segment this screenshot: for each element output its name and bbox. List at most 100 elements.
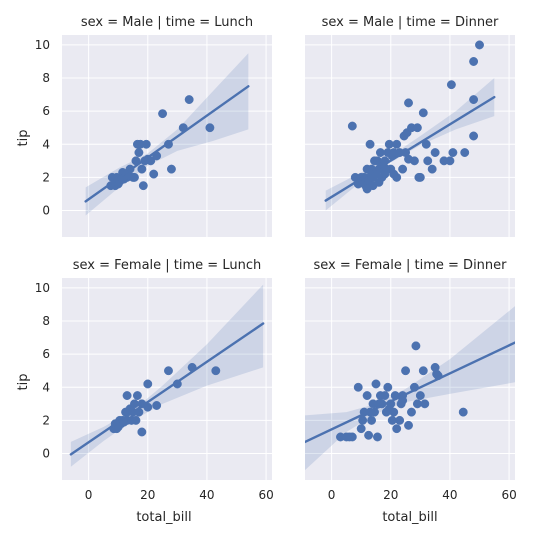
panel-content bbox=[305, 306, 515, 471]
data-point bbox=[418, 366, 428, 376]
y-tick-label: 6 bbox=[42, 347, 50, 361]
panel-title: sex = Female | time = Lunch bbox=[73, 258, 261, 273]
data-point bbox=[418, 108, 428, 118]
data-point bbox=[469, 95, 479, 105]
data-point bbox=[362, 391, 372, 401]
data-point bbox=[137, 427, 147, 437]
plot-area bbox=[62, 278, 272, 480]
data-point bbox=[423, 156, 433, 166]
data-point bbox=[373, 432, 382, 442]
data-point bbox=[149, 169, 159, 179]
data-point bbox=[138, 181, 148, 191]
data-point bbox=[460, 148, 470, 158]
x-tick-label: 60 bbox=[258, 488, 273, 502]
y-tick-label: 0 bbox=[42, 447, 50, 461]
data-point bbox=[152, 401, 162, 410]
regression-line bbox=[305, 341, 515, 444]
panel-title: sex = Male | time = Dinner bbox=[322, 15, 499, 30]
x-tick-label: 60 bbox=[501, 488, 516, 502]
data-point bbox=[134, 148, 144, 158]
data-point bbox=[130, 399, 139, 409]
data-point bbox=[412, 399, 422, 409]
y-axis-label: tip bbox=[16, 130, 31, 147]
data-point bbox=[371, 379, 381, 389]
panel-content bbox=[69, 284, 265, 467]
data-point bbox=[389, 169, 399, 179]
data-point bbox=[409, 156, 419, 166]
facet-panel: sex = Female | time = Lunch 0 2 4 6 8 10 0 20 40 6… bbox=[35, 258, 274, 502]
data-point bbox=[347, 432, 357, 442]
y-tick-label: 10 bbox=[35, 281, 50, 295]
x-tick-label: 0 bbox=[328, 488, 336, 502]
x-tick-label: 20 bbox=[383, 488, 398, 502]
panel-content bbox=[84, 53, 250, 216]
x-axis-label: total_bill bbox=[136, 510, 191, 525]
y-tick-label: 2 bbox=[42, 413, 50, 427]
y-tick-label: 8 bbox=[42, 314, 50, 328]
data-point bbox=[420, 399, 430, 409]
data-point bbox=[404, 420, 413, 430]
data-point bbox=[122, 391, 132, 401]
x-tick-label: 40 bbox=[199, 488, 214, 502]
data-point bbox=[398, 164, 408, 174]
data-point bbox=[469, 131, 479, 141]
data-point bbox=[469, 57, 479, 66]
panel-title: sex = Male | time = Lunch bbox=[81, 15, 253, 30]
data-point bbox=[367, 415, 376, 425]
axis-title-y-bottom: tip bbox=[16, 374, 31, 391]
data-point bbox=[137, 164, 147, 174]
data-point bbox=[356, 424, 366, 434]
y-tick-label: 0 bbox=[42, 204, 50, 218]
regression-line bbox=[69, 322, 265, 456]
facet-panel: sex = Male | time = Lunch 0 2 4 6 8 10 bbox=[35, 15, 272, 237]
x-tick-label: 20 bbox=[140, 488, 155, 502]
panel-title: sex = Female | time = Dinner bbox=[313, 258, 507, 273]
confidence-band bbox=[305, 306, 515, 471]
data-point bbox=[407, 407, 416, 417]
x-tick-label: 40 bbox=[442, 488, 457, 502]
data-point bbox=[358, 415, 368, 425]
data-point bbox=[445, 156, 455, 166]
y-tick-label: 4 bbox=[42, 137, 50, 151]
data-point bbox=[427, 164, 437, 174]
data-point bbox=[132, 391, 142, 401]
data-point bbox=[458, 407, 468, 417]
data-point bbox=[211, 366, 221, 376]
data-point bbox=[347, 121, 357, 131]
data-point bbox=[131, 415, 141, 425]
data-point bbox=[130, 172, 139, 182]
data-point bbox=[384, 139, 394, 149]
data-point bbox=[380, 391, 390, 401]
data-point bbox=[364, 430, 374, 440]
plot-area bbox=[62, 35, 272, 237]
y-tick-label: 4 bbox=[42, 380, 50, 394]
facet-panel: sex = Male | time = Dinner bbox=[305, 15, 515, 237]
data-point bbox=[143, 379, 153, 389]
data-point bbox=[164, 366, 173, 376]
data-point bbox=[141, 139, 151, 149]
data-point bbox=[392, 139, 402, 149]
x-tick-label: 0 bbox=[85, 488, 93, 502]
y-tick-label: 8 bbox=[42, 71, 50, 85]
y-tick-label: 10 bbox=[35, 38, 50, 52]
axis-title-y-top: tip bbox=[16, 130, 31, 147]
data-point bbox=[401, 366, 411, 376]
data-point bbox=[374, 177, 384, 187]
facet-panel: sex = Female | time = Dinner 0 20 40 60 bbox=[305, 258, 517, 502]
data-point bbox=[375, 148, 385, 158]
data-point bbox=[395, 415, 405, 425]
data-point bbox=[166, 164, 176, 174]
data-point bbox=[353, 382, 363, 392]
data-point bbox=[430, 148, 440, 158]
confidence-band bbox=[325, 78, 495, 211]
data-point bbox=[184, 95, 194, 105]
data-point bbox=[412, 123, 422, 133]
data-point bbox=[365, 139, 375, 149]
plot-area bbox=[305, 278, 515, 480]
data-point bbox=[158, 109, 168, 119]
x-axis-label: total_bill bbox=[382, 510, 437, 525]
data-point bbox=[384, 404, 394, 414]
y-tick-label: 2 bbox=[42, 170, 50, 184]
regression-line bbox=[84, 85, 250, 203]
panel-content bbox=[324, 40, 496, 211]
